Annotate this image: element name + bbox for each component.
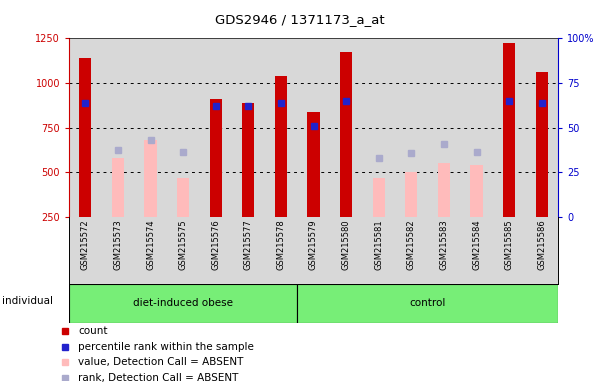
Text: diet-induced obese: diet-induced obese [133, 298, 233, 308]
Text: GSM215578: GSM215578 [277, 219, 286, 270]
Bar [79, 58, 91, 217]
Text: GDS2946 / 1371173_a_at: GDS2946 / 1371173_a_at [215, 13, 385, 26]
Bar [470, 165, 482, 217]
Bar [145, 140, 157, 217]
Bar [536, 72, 548, 217]
Bar [177, 178, 189, 217]
Text: GSM215572: GSM215572 [81, 219, 90, 270]
Text: GSM215581: GSM215581 [374, 219, 383, 270]
Bar [69, 284, 297, 323]
Text: GSM215574: GSM215574 [146, 219, 155, 270]
Bar [307, 112, 320, 217]
Text: GSM215579: GSM215579 [309, 219, 318, 270]
Text: GSM215576: GSM215576 [211, 219, 220, 270]
Text: GSM215583: GSM215583 [439, 219, 448, 270]
Bar [112, 158, 124, 217]
Bar [405, 172, 418, 217]
Text: GSM215585: GSM215585 [505, 219, 514, 270]
Bar [275, 76, 287, 217]
Bar [340, 52, 352, 217]
Bar [209, 99, 222, 217]
Text: percentile rank within the sample: percentile rank within the sample [78, 342, 254, 352]
Bar [503, 43, 515, 217]
Text: GSM215584: GSM215584 [472, 219, 481, 270]
Text: GSM215582: GSM215582 [407, 219, 416, 270]
Text: rank, Detection Call = ABSENT: rank, Detection Call = ABSENT [78, 373, 238, 383]
Text: GSM215577: GSM215577 [244, 219, 253, 270]
Bar [373, 178, 385, 217]
Text: GSM215575: GSM215575 [179, 219, 188, 270]
Text: value, Detection Call = ABSENT: value, Detection Call = ABSENT [78, 357, 244, 367]
Bar [297, 284, 558, 323]
Bar [438, 164, 450, 217]
Text: GSM215573: GSM215573 [113, 219, 122, 270]
Bar [242, 103, 254, 217]
Text: count: count [78, 326, 107, 336]
Text: GSM215580: GSM215580 [341, 219, 350, 270]
Text: GSM215586: GSM215586 [537, 219, 546, 270]
Text: control: control [409, 298, 446, 308]
Text: individual: individual [2, 296, 53, 306]
